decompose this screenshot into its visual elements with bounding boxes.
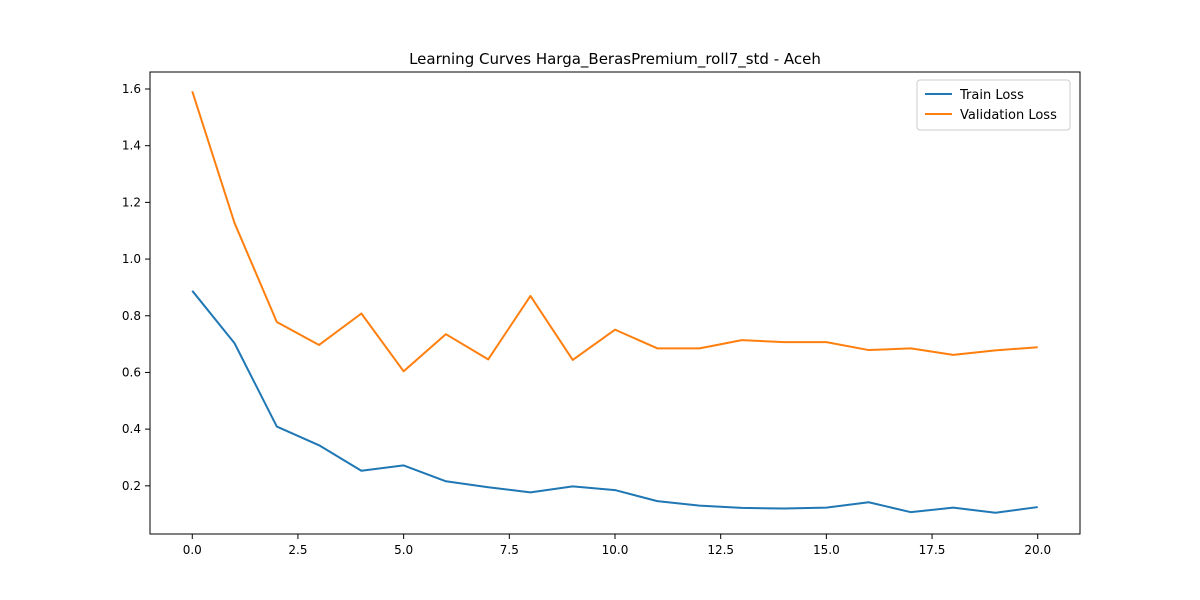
y-tick-label: 1.0 [122, 252, 141, 266]
train-loss-legend-label: Train Loss [959, 88, 1024, 103]
y-tick-label: 0.8 [122, 309, 141, 323]
x-tick-label: 10.0 [602, 543, 629, 557]
x-tick-label: 15.0 [813, 543, 840, 557]
train-loss-line [191, 290, 1038, 514]
plot-lines [191, 90, 1038, 514]
y-tick-label: 1.6 [122, 82, 141, 96]
x-tick-label: 2.5 [288, 543, 307, 557]
x-tick-label: 17.5 [919, 543, 946, 557]
validation-loss-line [191, 90, 1038, 373]
legend-box [916, 79, 1071, 131]
x-tick-label: 5.0 [394, 543, 413, 557]
x-tick-label: 7.5 [500, 543, 519, 557]
y-tick-label: 1.2 [122, 195, 141, 209]
y-tick-label: 0.2 [122, 479, 141, 493]
y-tick-label: 1.4 [122, 139, 141, 153]
x-tick-label: 20.0 [1024, 543, 1051, 557]
x-axis-ticks: 0.0 2.5 5.0 7.5 10.0 12.5 15.0 17.5 20.0 [183, 534, 1051, 557]
x-tick-label: 12.5 [707, 543, 734, 557]
y-axis-ticks: 0.2 0.4 0.6 0.8 1.0 1.2 1.4 1.6 [122, 82, 150, 493]
validation-loss-legend-label: Validation Loss [960, 108, 1057, 123]
x-tick-label: 0.0 [183, 543, 202, 557]
y-tick-label: 0.4 [122, 422, 141, 436]
plot-frame [149, 71, 1081, 535]
y-tick-label: 0.6 [122, 365, 141, 379]
legend: Train Loss Validation Loss [916, 79, 1071, 131]
chart-title: Learning Curves Harga_BerasPremium_roll7… [409, 50, 821, 69]
